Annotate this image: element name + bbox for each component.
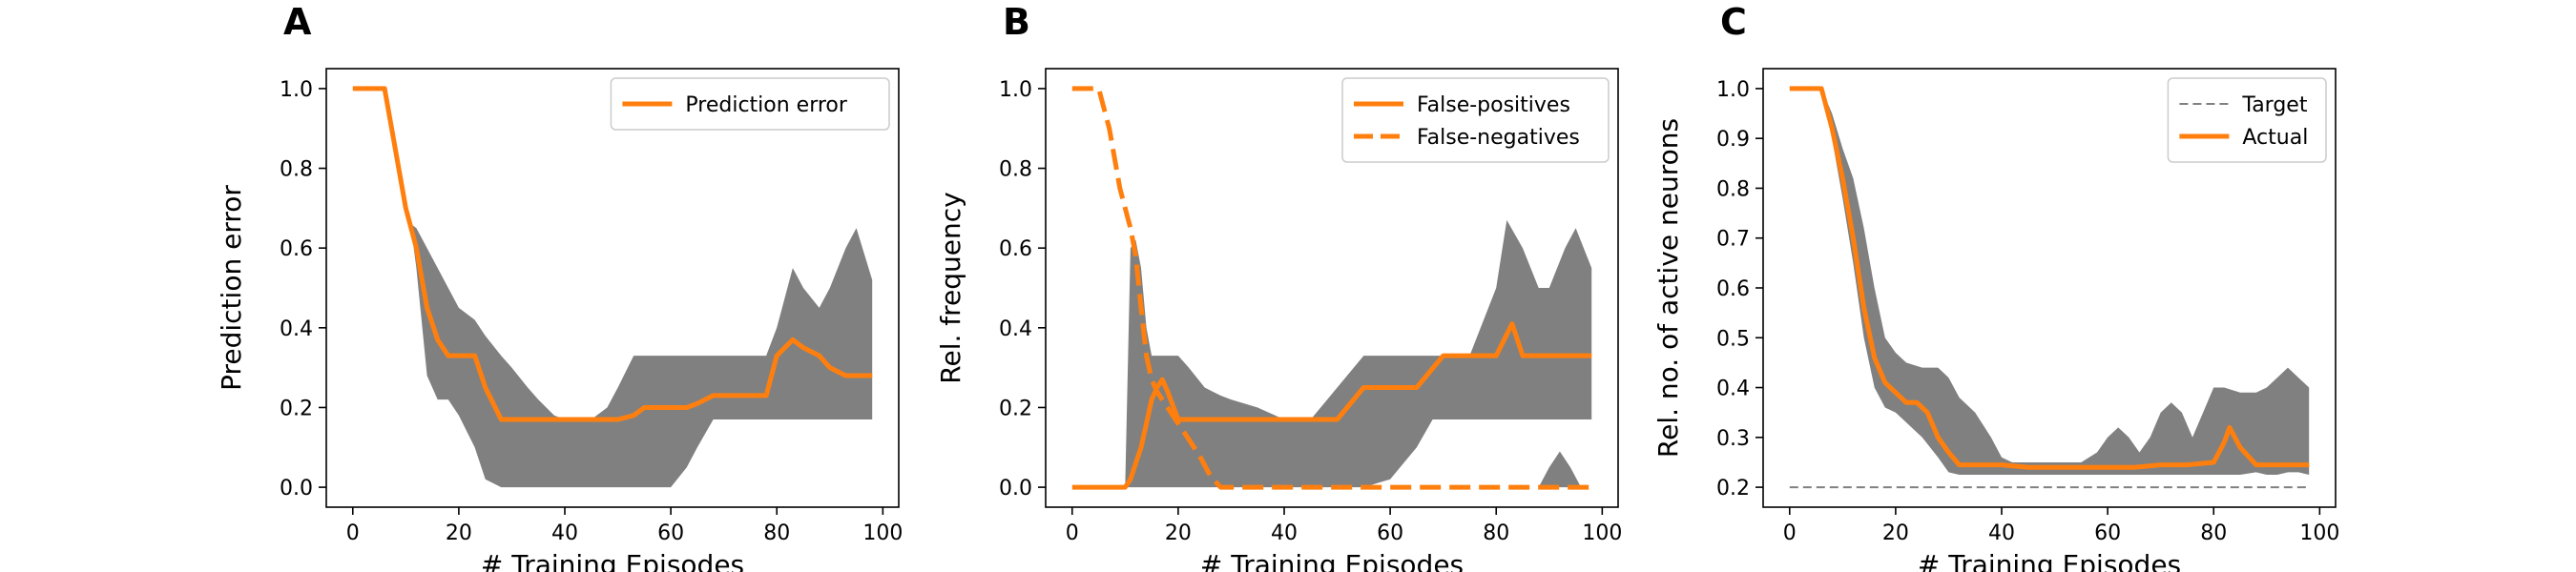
legend: Prediction error — [610, 77, 890, 131]
panel-B: 0 20 40 60 80 100 0.0 0.2 0.4 0.6 0.8 1.0 # Training… — [935, 1, 1622, 572]
legend-entry: False-negatives — [1417, 126, 1580, 150]
y-axis-label: Prediction error — [216, 185, 247, 391]
y-tick-label: 0.3 — [1716, 427, 1750, 451]
series-line-1 — [1789, 86, 2310, 470]
series-line-0 — [1071, 321, 1592, 490]
y-tick-label: 0.2 — [999, 397, 1032, 420]
x-tick-label: 40 — [1271, 521, 1298, 545]
legend-entry: Target — [2241, 93, 2307, 117]
x-tick-label: 20 — [1165, 521, 1192, 545]
y-tick-label: 0.6 — [999, 237, 1032, 261]
x-tick-label: 0 — [346, 521, 360, 545]
panel-label: B — [1003, 1, 1030, 43]
legend-box — [1341, 77, 1610, 163]
y-tick-label: 0.4 — [280, 317, 313, 341]
x-tick-label: 40 — [551, 521, 578, 545]
legend-entry: False-positives — [1417, 93, 1570, 117]
x-axis-label: # Training Episodes — [1200, 549, 1464, 572]
series-line-0 — [352, 86, 873, 422]
x-tick-label: 60 — [2094, 521, 2121, 545]
panel-label: C — [1720, 1, 1747, 43]
panel-label: A — [283, 1, 312, 43]
x-tick-label: 0 — [1783, 521, 1797, 545]
y-tick-label: 0.4 — [1716, 378, 1750, 401]
legend: False-positives False-negatives — [1341, 77, 1610, 163]
y-tick-label: 0.2 — [280, 397, 313, 420]
y-tick-label: 0.8 — [999, 158, 1032, 182]
x-tick-label: 60 — [1377, 521, 1403, 545]
variability-band-secondary — [1538, 451, 1592, 488]
y-axis-label: Rel. no. of active neurons — [1652, 118, 1684, 458]
legend-entry: Prediction error — [685, 93, 847, 117]
variability-band — [1071, 219, 1592, 488]
y-tick-label: 0.4 — [999, 317, 1032, 341]
x-tick-label: 80 — [763, 521, 790, 545]
y-tick-label: 0.0 — [280, 477, 313, 500]
legend-box — [2167, 77, 2327, 163]
x-tick-label: 80 — [2200, 521, 2227, 545]
y-axis-label: Rel. frequency — [935, 192, 966, 383]
y-tick-label: 0.2 — [1716, 477, 1750, 500]
y-tick-label: 0.8 — [1716, 177, 1750, 201]
y-tick-label: 0.5 — [1716, 327, 1750, 351]
y-tick-label: 0.8 — [280, 158, 313, 182]
x-tick-label: 80 — [1483, 521, 1509, 545]
panel-C: 0 20 40 60 80 100 0.2 0.3 0.4 0.5 0.6 0.7 0.8 0.9 1.0 #… — [1652, 1, 2339, 572]
y-tick-label: 0.6 — [1716, 277, 1750, 301]
x-tick-label: 100 — [2299, 521, 2339, 545]
x-tick-label: 100 — [1582, 521, 1622, 545]
y-tick-label: 0.7 — [1716, 228, 1750, 252]
variability-band — [352, 88, 873, 488]
panel-A: 0 20 40 60 80 100 0.0 0.2 0.4 0.6 0.8 1.0 # Training… — [216, 1, 903, 572]
x-tick-label: 20 — [1882, 521, 1909, 545]
x-tick-label: 100 — [862, 521, 903, 545]
x-tick-label: 0 — [1066, 521, 1079, 545]
x-tick-label: 20 — [446, 521, 472, 545]
legend-box — [610, 77, 890, 131]
x-axis-label: # Training Episodes — [481, 549, 744, 572]
x-tick-label: 40 — [1988, 521, 2015, 545]
y-tick-label: 1.0 — [999, 78, 1032, 102]
axes-frame — [1045, 68, 1619, 508]
axes-frame — [325, 68, 900, 508]
x-tick-label: 60 — [657, 521, 684, 545]
y-tick-label: 0.0 — [999, 477, 1032, 500]
series-line-1 — [1071, 86, 1592, 490]
legend: Target Actual — [2167, 77, 2327, 163]
y-tick-label: 0.6 — [280, 237, 313, 261]
legend-entry: Actual — [2242, 126, 2308, 150]
variability-band — [1789, 88, 2310, 476]
y-tick-label: 1.0 — [280, 78, 313, 102]
y-tick-label: 0.9 — [1716, 128, 1750, 152]
y-tick-label: 1.0 — [1716, 78, 1750, 102]
x-axis-label: # Training Episodes — [1918, 549, 2181, 572]
